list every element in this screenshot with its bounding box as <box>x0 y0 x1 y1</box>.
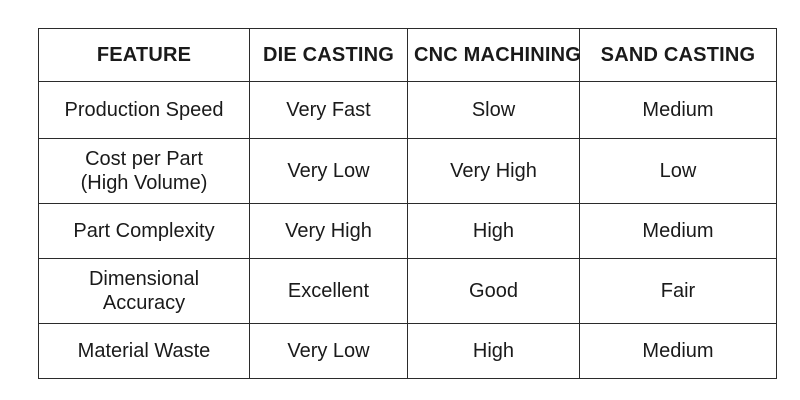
comparison-table: FEATURE DIE CASTING CNC MACHINING SAND C… <box>38 28 777 379</box>
die-casting-cell: Very Fast <box>249 81 408 139</box>
sand-casting-cell: Fair <box>579 258 777 324</box>
table-row: Dimensional Accuracy Excellent Good Fair <box>38 258 777 324</box>
table-row: Cost per Part (High Volume) Very Low Ver… <box>38 138 777 204</box>
feature-cell: Part Complexity <box>38 203 250 259</box>
comparison-table-container: FEATURE DIE CASTING CNC MACHINING SAND C… <box>38 28 777 379</box>
cnc-machining-cell: Slow <box>407 81 580 139</box>
header-sand-casting: SAND CASTING <box>579 28 777 82</box>
sand-casting-cell: Medium <box>579 81 777 139</box>
cnc-machining-cell: Very High <box>407 138 580 204</box>
feature-label-line-2: (High Volume) <box>80 172 208 194</box>
feature-cell: Material Waste <box>38 323 250 379</box>
feature-label: Material Waste <box>77 340 211 362</box>
feature-cell: Dimensional Accuracy <box>38 258 250 324</box>
sand-casting-cell: Medium <box>579 203 777 259</box>
feature-label: Part Complexity <box>73 220 215 242</box>
table-row: Part Complexity Very High High Medium <box>38 203 777 259</box>
header-cnc-machining: CNC MACHINING <box>407 28 581 82</box>
table-header-row: FEATURE DIE CASTING CNC MACHINING SAND C… <box>38 28 777 82</box>
feature-label: Production Speed <box>64 99 224 121</box>
feature-label-line-2: Accuracy <box>102 292 186 314</box>
cnc-machining-cell: High <box>407 323 580 379</box>
table-row: Material Waste Very Low High Medium <box>38 323 777 379</box>
cnc-machining-cell: High <box>407 203 580 259</box>
header-feature: FEATURE <box>38 28 250 82</box>
feature-label-line-1: Dimensional <box>88 268 200 290</box>
feature-cell: Production Speed <box>38 81 250 139</box>
feature-label-line-1: Cost per Part <box>85 148 203 170</box>
sand-casting-cell: Medium <box>579 323 777 379</box>
table-row: Production Speed Very Fast Slow Medium <box>38 81 777 139</box>
die-casting-cell: Very Low <box>249 323 408 379</box>
die-casting-cell: Excellent <box>249 258 408 324</box>
cnc-machining-cell: Good <box>407 258 580 324</box>
feature-cell: Cost per Part (High Volume) <box>38 138 250 204</box>
header-die-casting: DIE CASTING <box>249 28 408 82</box>
sand-casting-cell: Low <box>579 138 777 204</box>
die-casting-cell: Very Low <box>249 138 408 204</box>
die-casting-cell: Very High <box>249 203 408 259</box>
